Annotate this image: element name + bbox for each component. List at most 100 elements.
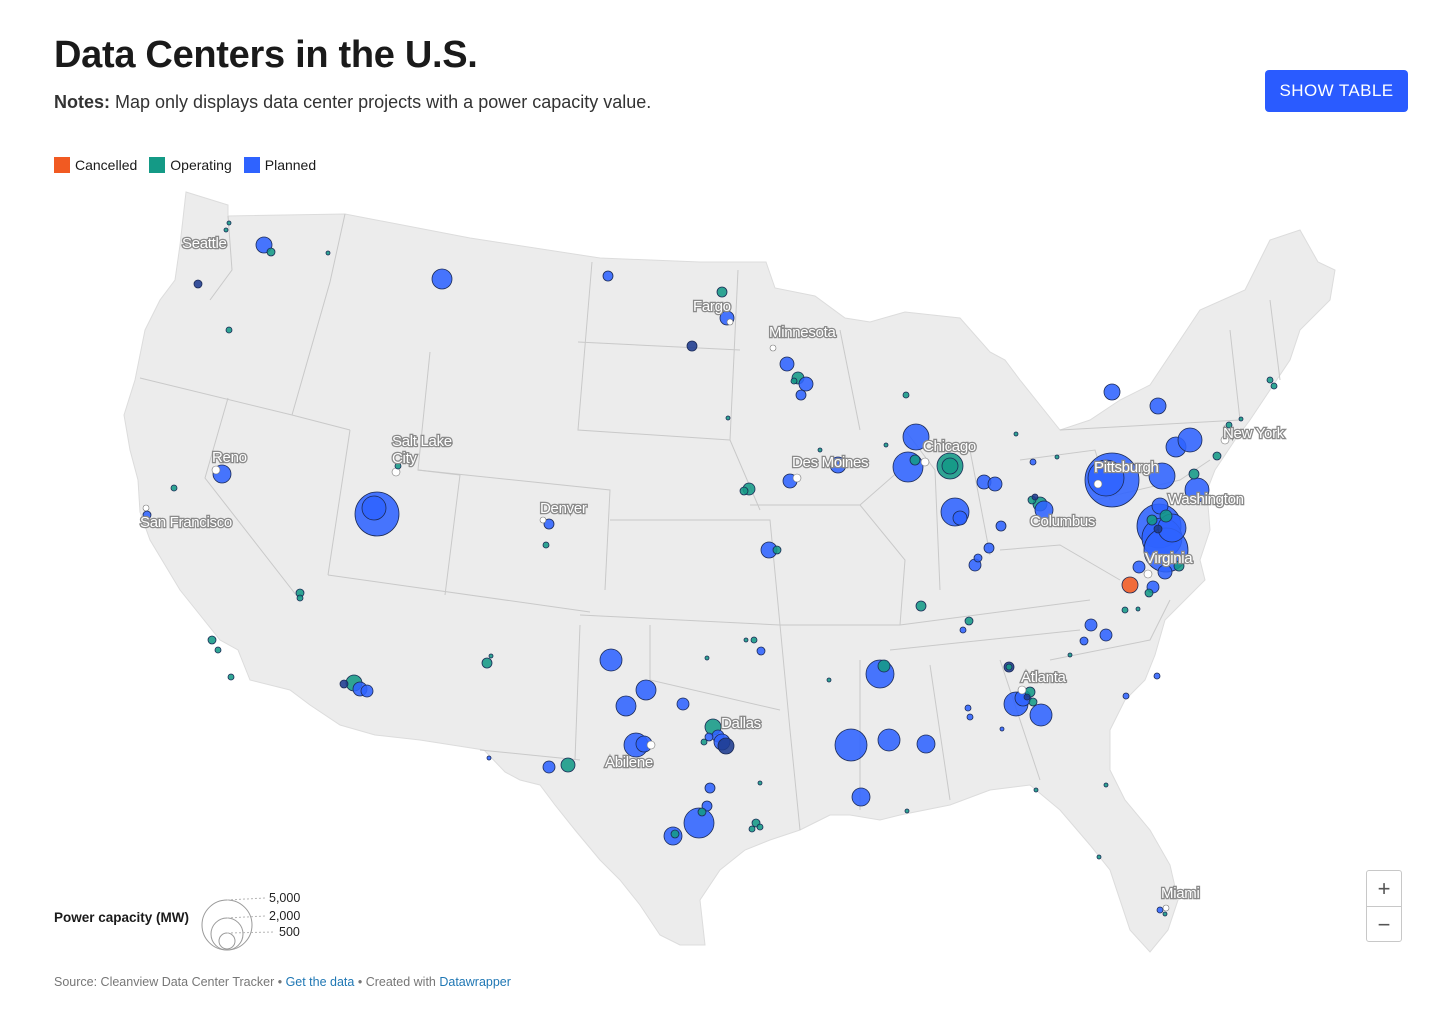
bubble-planned[interactable] — [142, 510, 152, 520]
bubble-planned[interactable] — [1153, 524, 1163, 534]
bubble-operating[interactable] — [757, 780, 763, 786]
bubble-operating[interactable] — [964, 616, 974, 626]
bubble-planned[interactable] — [1084, 618, 1098, 632]
bubble-operating[interactable] — [488, 653, 494, 659]
bubble-planned[interactable] — [1029, 458, 1037, 466]
bubble-planned[interactable] — [704, 732, 714, 742]
bubble-operating[interactable] — [1162, 911, 1168, 917]
bubble-operating[interactable] — [883, 442, 889, 448]
bubble-planned[interactable] — [959, 626, 967, 634]
bubble-highlight[interactable] — [539, 516, 547, 524]
bubble-operating[interactable] — [941, 457, 959, 475]
bubble-planned[interactable] — [1122, 692, 1130, 700]
bubble-operating[interactable] — [1270, 382, 1278, 390]
bubble-planned[interactable] — [543, 518, 555, 530]
bubble-highlight[interactable] — [142, 504, 150, 512]
bubble-operating[interactable] — [214, 646, 222, 654]
bubble-highlight[interactable] — [726, 318, 734, 326]
bubble-planned[interactable] — [1148, 462, 1176, 490]
bubble-planned[interactable] — [1153, 672, 1161, 680]
bubble-operating[interactable] — [1173, 560, 1185, 572]
bubble-operating[interactable] — [750, 636, 758, 644]
bubble-planned[interactable] — [834, 728, 868, 762]
bubble-operating[interactable] — [1238, 416, 1244, 422]
bubble-planned[interactable] — [1031, 493, 1039, 501]
bubble-planned[interactable] — [756, 646, 766, 656]
bubble-operating[interactable] — [1013, 431, 1019, 437]
get-data-link[interactable]: Get the data — [285, 975, 355, 989]
bubble-operating[interactable] — [1159, 509, 1173, 523]
bubble-planned[interactable] — [983, 542, 995, 554]
bubble-planned[interactable] — [1103, 383, 1121, 401]
bubble-planned[interactable] — [952, 510, 968, 526]
bubble-planned[interactable] — [599, 648, 623, 672]
bubble-planned[interactable] — [1029, 703, 1053, 727]
bubble-planned[interactable] — [431, 268, 453, 290]
bubble-operating[interactable] — [909, 454, 921, 466]
bubble-operating[interactable] — [1212, 451, 1222, 461]
bubble-highlight[interactable] — [1220, 435, 1230, 445]
bubble-operating[interactable] — [790, 377, 798, 385]
bubble-operating[interactable] — [1266, 376, 1274, 384]
zoom-out-button[interactable]: − — [1367, 906, 1401, 942]
bubble-planned[interactable] — [1132, 560, 1146, 574]
bubble-operating[interactable] — [826, 677, 832, 683]
bubble-operating[interactable] — [227, 673, 235, 681]
bubble-planned[interactable] — [999, 726, 1005, 732]
bubble-operating[interactable] — [1005, 663, 1013, 671]
bubble-operating[interactable] — [542, 541, 550, 549]
legend-item-cancelled[interactable]: Cancelled — [54, 157, 137, 173]
bubble-planned[interactable] — [542, 760, 556, 774]
bubble-highlight[interactable] — [769, 344, 777, 352]
bubble-planned[interactable] — [1157, 564, 1173, 580]
bubble-operating[interactable] — [1146, 514, 1158, 526]
bubble-operating[interactable] — [1225, 421, 1233, 429]
data-center-bubbles[interactable] — [142, 220, 1278, 917]
bubble-planned[interactable] — [1023, 693, 1031, 701]
bubble-planned[interactable] — [704, 782, 716, 794]
bubble-operating[interactable] — [394, 462, 402, 470]
bubble-operating[interactable] — [170, 484, 178, 492]
bubble-operating[interactable] — [226, 220, 232, 226]
bubble-highlight[interactable] — [1093, 479, 1103, 489]
bubble-operating[interactable] — [223, 227, 229, 233]
bubble-highlight[interactable] — [1162, 904, 1170, 912]
bubble-operating[interactable] — [670, 829, 680, 839]
bubble-operating[interactable] — [915, 600, 927, 612]
bubble-operating[interactable] — [697, 807, 707, 817]
bubble-planned[interactable] — [683, 807, 715, 839]
bubble-operating[interactable] — [902, 391, 910, 399]
bubble-operating[interactable] — [704, 655, 710, 661]
bubble-planned[interactable] — [1149, 397, 1167, 415]
bubble-planned[interactable] — [995, 520, 1007, 532]
bubble-planned[interactable] — [964, 704, 972, 712]
bubble-planned[interactable] — [193, 279, 203, 289]
bubble-planned[interactable] — [339, 679, 349, 689]
legend-item-operating[interactable]: Operating — [149, 157, 232, 173]
bubble-planned[interactable] — [1177, 427, 1203, 453]
legend-item-planned[interactable]: Planned — [243, 157, 316, 173]
bubble-operating[interactable] — [743, 637, 749, 643]
datawrapper-link[interactable]: Datawrapper — [439, 975, 511, 989]
bubble-operating[interactable] — [1054, 454, 1060, 460]
bubble-planned[interactable] — [676, 697, 690, 711]
bubble-planned[interactable] — [635, 679, 657, 701]
bubble-planned[interactable] — [1156, 906, 1164, 914]
bubble-operating[interactable] — [1096, 854, 1102, 860]
bubble-cancelled[interactable] — [1121, 576, 1139, 594]
bubble-operating[interactable] — [225, 326, 233, 334]
bubble-operating[interactable] — [716, 286, 728, 298]
bubble-operating[interactable] — [725, 415, 731, 421]
bubble-highlight[interactable] — [1143, 569, 1153, 579]
bubble-planned[interactable] — [486, 755, 492, 761]
bubble-highlight[interactable] — [920, 457, 930, 467]
bubble-operating[interactable] — [1144, 588, 1154, 598]
bubble-operating[interactable] — [207, 635, 217, 645]
show-table-button[interactable]: SHOW TABLE — [1265, 70, 1408, 112]
bubble-planned[interactable] — [1034, 500, 1054, 520]
bubble-planned[interactable] — [916, 734, 936, 754]
bubble-highlight[interactable] — [211, 465, 221, 475]
bubble-operating[interactable] — [1135, 606, 1141, 612]
bubble-operating[interactable] — [772, 545, 782, 555]
